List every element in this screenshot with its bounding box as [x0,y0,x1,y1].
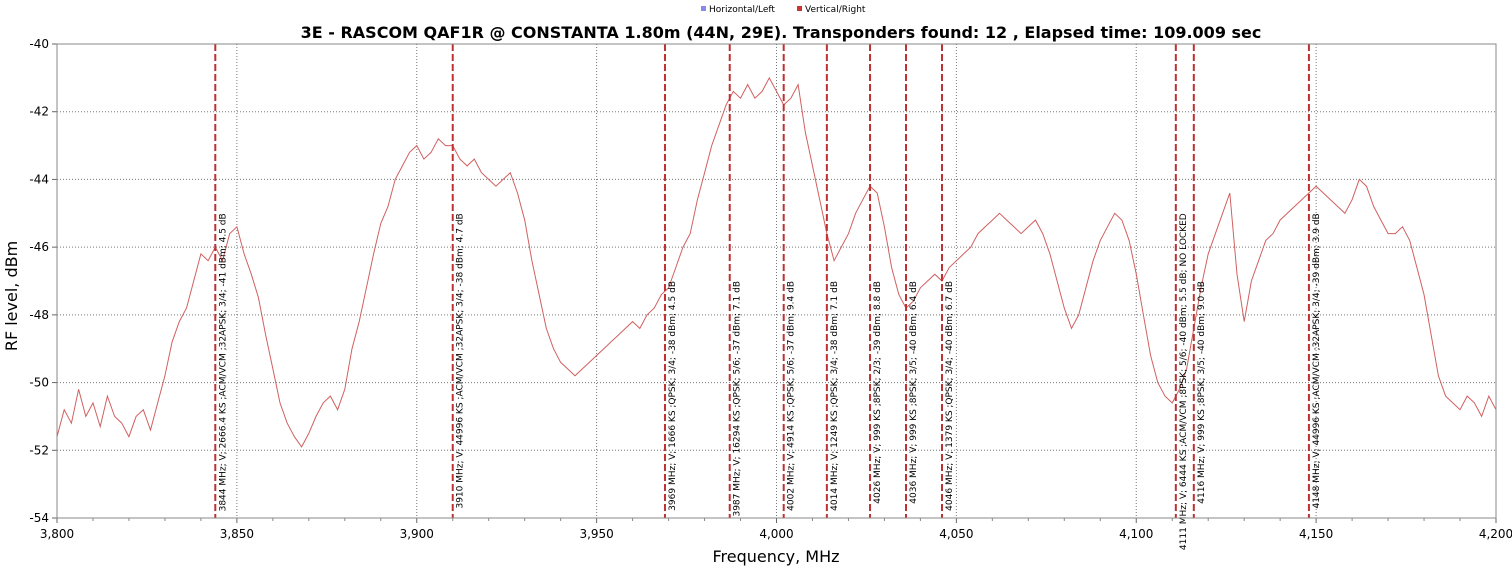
chart-title: 3E - RASCOM QAF1R @ CONSTANTA 1.80m (44N… [301,23,1262,42]
legend-swatch [797,6,802,11]
transponder-label: 4002 MHz; V; 4914 KS ;QPSK; 5/6; -37 dBm… [787,281,797,511]
legend-entry: Vertical/Right [805,5,866,15]
y-tick-label: -48 [29,308,49,322]
y-tick-label: -54 [29,511,49,525]
x-tick-label: 3,850 [220,527,254,541]
axis-ticks: 3,800 3,850 3,900 3,950 4,000 4,050 4,100 4,150… [29,37,1512,541]
legend-swatch [701,6,706,11]
y-tick-label: -50 [29,376,49,390]
transponder-label: 4014 MHz; V; 1249 KS ;QPSK; 3/4; -38 dBm… [830,281,840,511]
x-tick-label: 3,800 [40,527,74,541]
legend-entry: Horizontal/Left [709,5,775,15]
grid [57,44,1496,518]
transponder-label: 3969 MHz; V; 1666 KS ;QPSK; 3/4; -38 dBm… [668,281,678,511]
y-axis-title: RF level, dBm [2,241,21,351]
transponder-label: 4148 MHz; V; 44996 KS ;ACM/VCM ;32APSK; … [1312,213,1322,508]
transponder-label: 4111 MHz; V; 6444 KS ;ACM/VCM ;8PSK; 5/6… [1179,213,1189,550]
x-tick-label: 3,950 [579,527,613,541]
y-tick-label: -46 [29,240,49,254]
x-tick-label: 3,900 [400,527,434,541]
x-axis-title: Frequency, MHz [712,547,839,566]
x-tick-label: 4,200 [1479,527,1512,541]
transponder-label: 4036 MHz; V; 999 KS ;8PSK; 3/5; -40 dBm;… [909,281,919,504]
x-tick-label: 4,000 [759,527,793,541]
plot-frame [56,43,1497,519]
transponder-label: 3910 MHz; V; 44996 KS ;ACM/VCM ;32APSK; … [456,213,466,508]
transponder-label: 4116 MHz; V; 999 KS ;8PSK; 3/5; -40 dBm;… [1197,281,1207,504]
transponder-label: 3987 MHz; V; 16294 KS ;QPSK; 5/6; -37 dB… [733,281,743,517]
y-tick-label: -40 [29,37,49,51]
x-tick-label: 4,100 [1119,527,1153,541]
legend: Horizontal/Left Vertical/Right [701,5,866,15]
series-layer [56,76,1497,448]
y-tick-label: -44 [29,172,49,186]
transponder-layer: 3844 MHz; V; 2666.4 KS ;ACM/VCM ;32APSK;… [214,44,1322,550]
transponder-label: 3844 MHz; V; 2666.4 KS ;ACM/VCM ;32APSK;… [218,213,228,511]
series-line-vertical-right [56,76,1497,448]
x-tick-label: 4,050 [939,527,973,541]
transponder-label: 4046 MHz; V; 1379 KS ;QPSK; 3/4; -40 dBm… [945,281,955,511]
x-tick-label: 4,150 [1299,527,1333,541]
y-tick-label: -52 [29,443,49,457]
transponder-label: 4026 MHz; V; 999 KS ;8PSK; 2/3; -39 dBm;… [873,281,883,504]
y-tick-label: -42 [29,105,49,119]
